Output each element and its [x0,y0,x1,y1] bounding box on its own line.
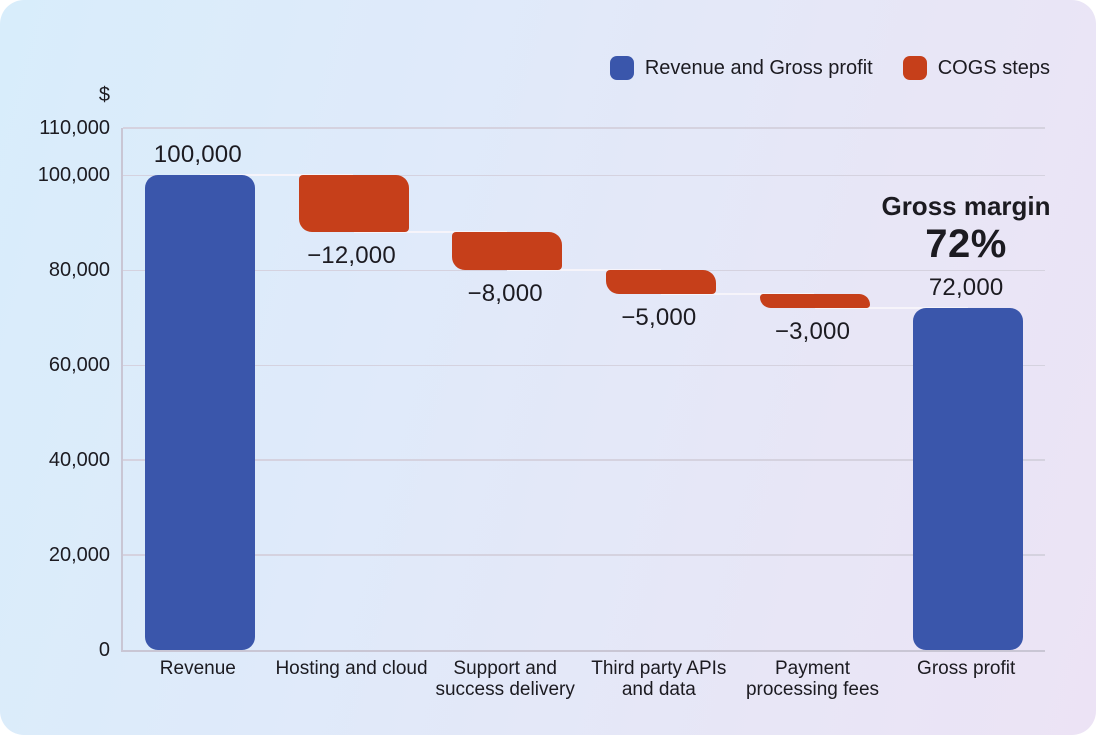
y-tick-label-60000: 60,000 [48,354,110,377]
connector-third-party-apis-and-data-to-payment-processing-fees [660,293,815,296]
gridline-60000 [123,364,1045,367]
plot-area [121,127,1045,652]
x-axis-label-third-party-apis-and-data: Third party APIs and data [591,658,727,700]
connector-revenue-to-hosting-and-cloud [199,174,354,177]
gross-margin-value: 72% [925,222,1007,266]
x-axis-label-hosting-and-cloud: Hosting and cloud [275,658,428,679]
x-axis-label-payment-processing-fees: Payment processing fees [745,658,880,700]
value-label-revenue: 100,000 [153,141,242,169]
legend: Revenue and Gross profit COGS steps [609,56,1050,80]
gridline-40000 [123,459,1045,461]
connector-support-and-success-delivery-to-third-party-apis-and-data [507,269,661,272]
legend-label-cogs: COGS steps [937,56,1050,79]
value-label-support-and-success-delivery: −8,000 [467,280,543,308]
legend-item-revenue-and-gross-profit[interactable]: Revenue and Gross profit [609,56,873,80]
x-axis-label-revenue: Revenue [159,658,236,679]
bar-payment-processing-fees[interactable] [759,294,870,309]
connector-hosting-and-cloud-to-support-and-success-delivery [353,231,508,234]
y-tick-label-40000: 40,000 [48,449,110,472]
bar-gross-profit[interactable] [913,308,1024,650]
bar-revenue[interactable] [144,175,255,650]
x-axis-label-gross-profit: Gross profit [917,658,1016,679]
bar-third-party-apis-and-data[interactable] [605,270,716,295]
legend-swatch-revenue-icon [609,56,634,80]
y-tick-label-110000: 110,000 [39,117,110,139]
legend-label-revenue: Revenue and Gross profit [644,56,873,79]
legend-item-cogs-steps[interactable]: COGS steps [902,56,1050,80]
y-tick-label-0: 0 [98,639,110,661]
value-label-gross-profit: 72,000 [928,274,1004,302]
gross-margin-title: Gross margin [881,191,1051,221]
gridline-20000 [123,554,1045,556]
gridline-100000 [123,174,1045,177]
bar-support-and-success-delivery[interactable] [452,232,563,271]
y-tick-label-80000: 80,000 [48,259,110,282]
value-label-third-party-apis-and-data: −5,000 [621,304,697,332]
value-label-hosting-and-cloud: −12,000 [307,242,396,270]
legend-swatch-cogs-icon [902,56,927,80]
value-label-payment-processing-fees: −3,000 [774,318,851,346]
y-axis-unit-label: $ [98,84,110,106]
y-tick-label-100000: 100,000 [37,164,110,187]
x-axis-label-support-and-success-delivery: Support and success delivery [435,658,575,700]
gridline-110000 [123,127,1045,129]
y-tick-label-20000: 20,000 [48,544,110,567]
bar-hosting-and-cloud[interactable] [298,175,409,233]
connector-payment-processing-fees-to-gross-profit [814,307,969,310]
gross-margin-annotation: Gross margin 72% [806,191,1096,267]
